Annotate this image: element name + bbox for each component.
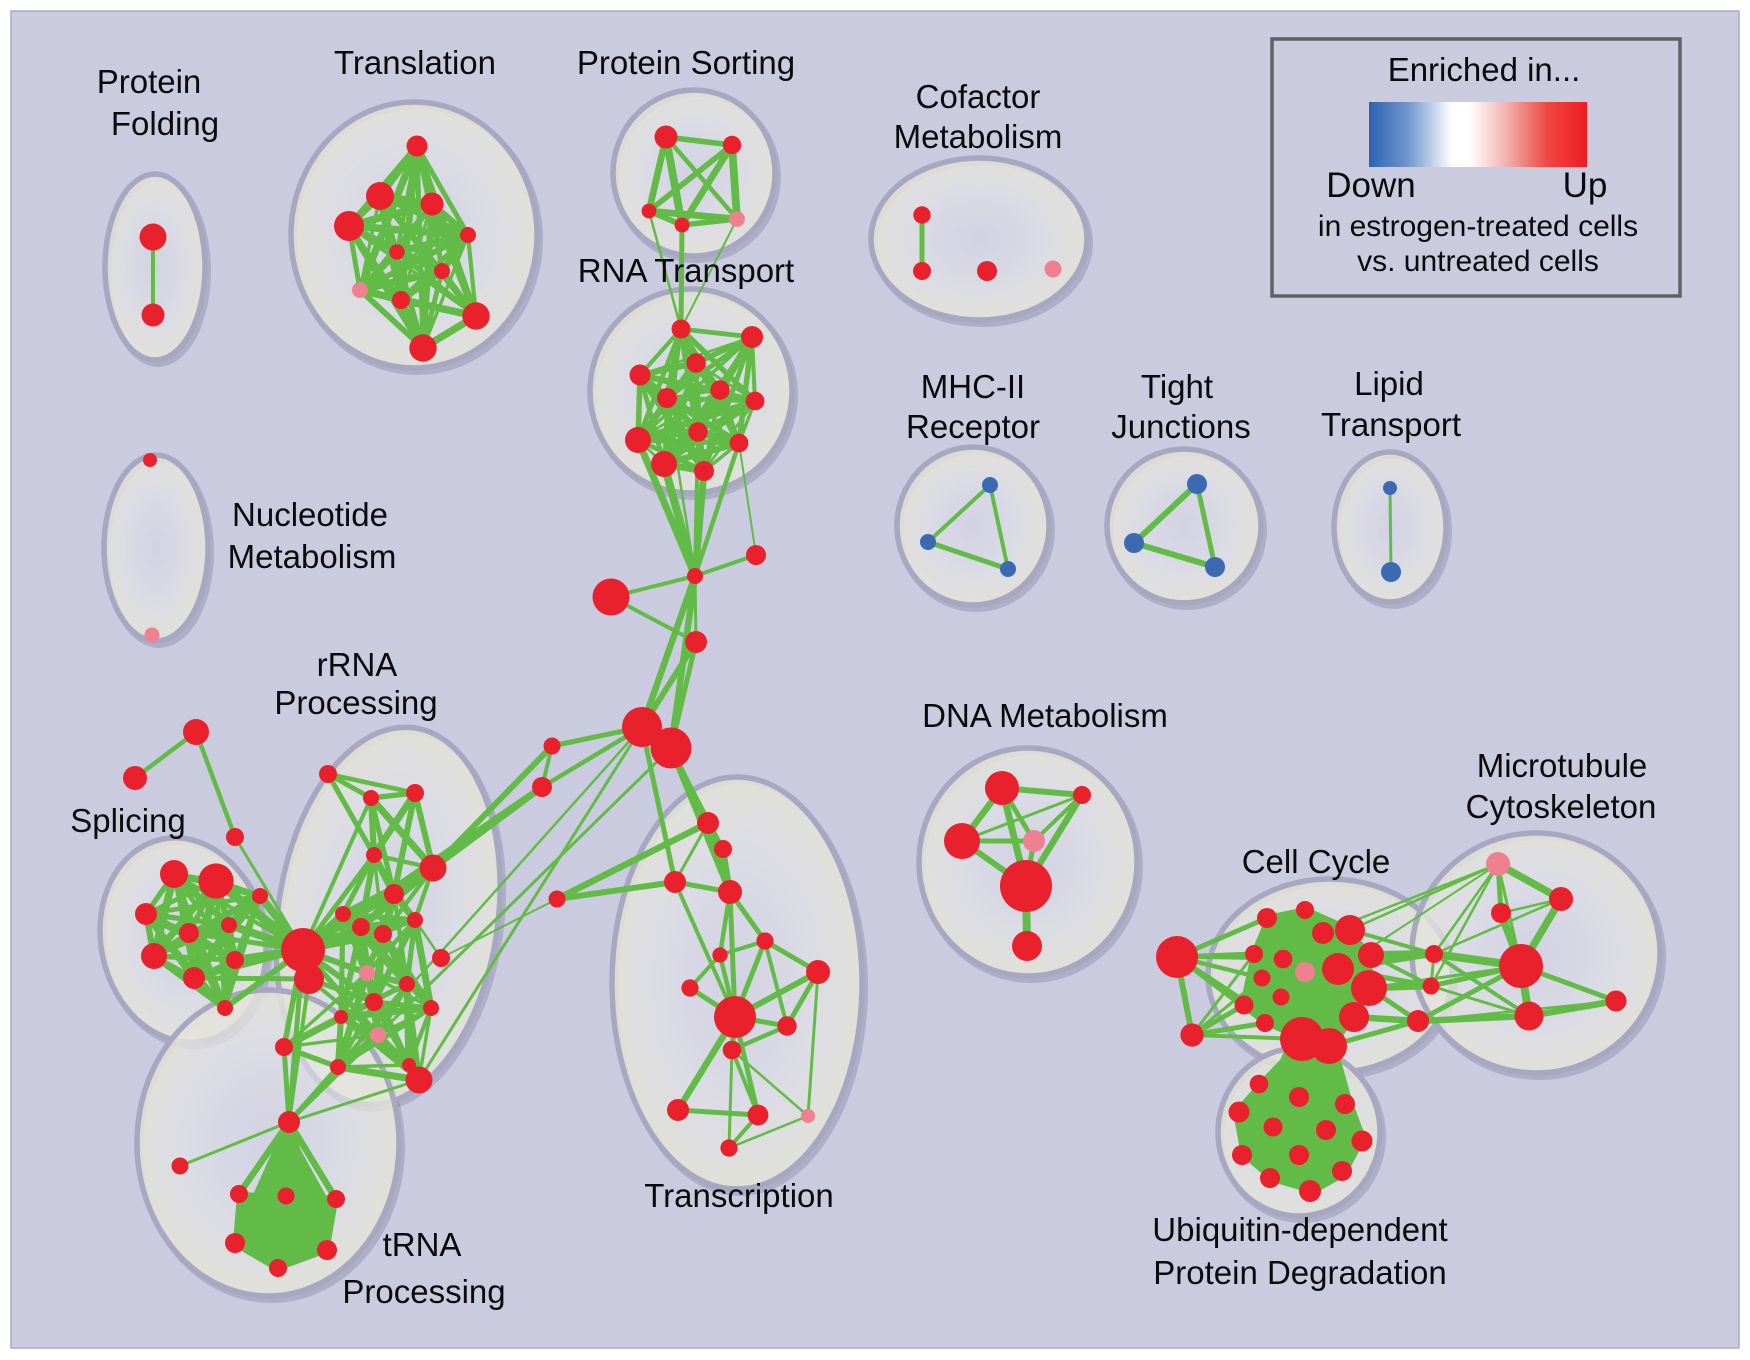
svg-text:Down: Down: [1326, 166, 1415, 205]
svg-text:Metabolism: Metabolism: [894, 118, 1063, 155]
svg-text:Cell Cycle: Cell Cycle: [1242, 843, 1391, 880]
svg-text:Protein: Protein: [97, 63, 202, 100]
svg-text:Cytoskeleton: Cytoskeleton: [1466, 788, 1657, 825]
svg-text:Metabolism: Metabolism: [228, 538, 397, 575]
svg-text:Up: Up: [1563, 166, 1608, 205]
svg-text:Protein Degradation: Protein Degradation: [1153, 1254, 1447, 1291]
svg-text:in estrogen-treated cells: in estrogen-treated cells: [1318, 210, 1638, 243]
svg-text:rRNA: rRNA: [317, 646, 398, 683]
svg-text:Cofactor: Cofactor: [916, 78, 1041, 115]
svg-text:Tight: Tight: [1141, 368, 1213, 405]
svg-text:MHC-II: MHC-II: [921, 368, 1025, 405]
svg-text:Microtubule: Microtubule: [1477, 747, 1648, 784]
svg-text:tRNA: tRNA: [383, 1226, 462, 1263]
svg-text:Lipid: Lipid: [1354, 365, 1424, 402]
svg-text:vs. untreated cells: vs. untreated cells: [1357, 245, 1599, 278]
svg-text:Nucleotide: Nucleotide: [232, 496, 388, 533]
svg-text:Processing: Processing: [342, 1273, 505, 1310]
svg-text:Processing: Processing: [274, 684, 437, 721]
svg-text:Transport: Transport: [1321, 406, 1461, 443]
svg-text:DNA Metabolism: DNA Metabolism: [922, 697, 1168, 734]
svg-text:Transcription: Transcription: [644, 1177, 834, 1214]
svg-text:Protein Sorting: Protein Sorting: [577, 44, 795, 81]
svg-text:Receptor: Receptor: [906, 408, 1040, 445]
svg-text:Translation: Translation: [334, 44, 496, 81]
svg-text:Splicing: Splicing: [70, 802, 186, 839]
svg-text:RNA Transport: RNA Transport: [578, 252, 794, 289]
svg-text:Junctions: Junctions: [1111, 408, 1250, 445]
svg-text:Folding: Folding: [111, 105, 219, 142]
svg-text:Ubiquitin-dependent: Ubiquitin-dependent: [1152, 1211, 1447, 1248]
svg-text:Enriched in...: Enriched in...: [1388, 51, 1581, 88]
